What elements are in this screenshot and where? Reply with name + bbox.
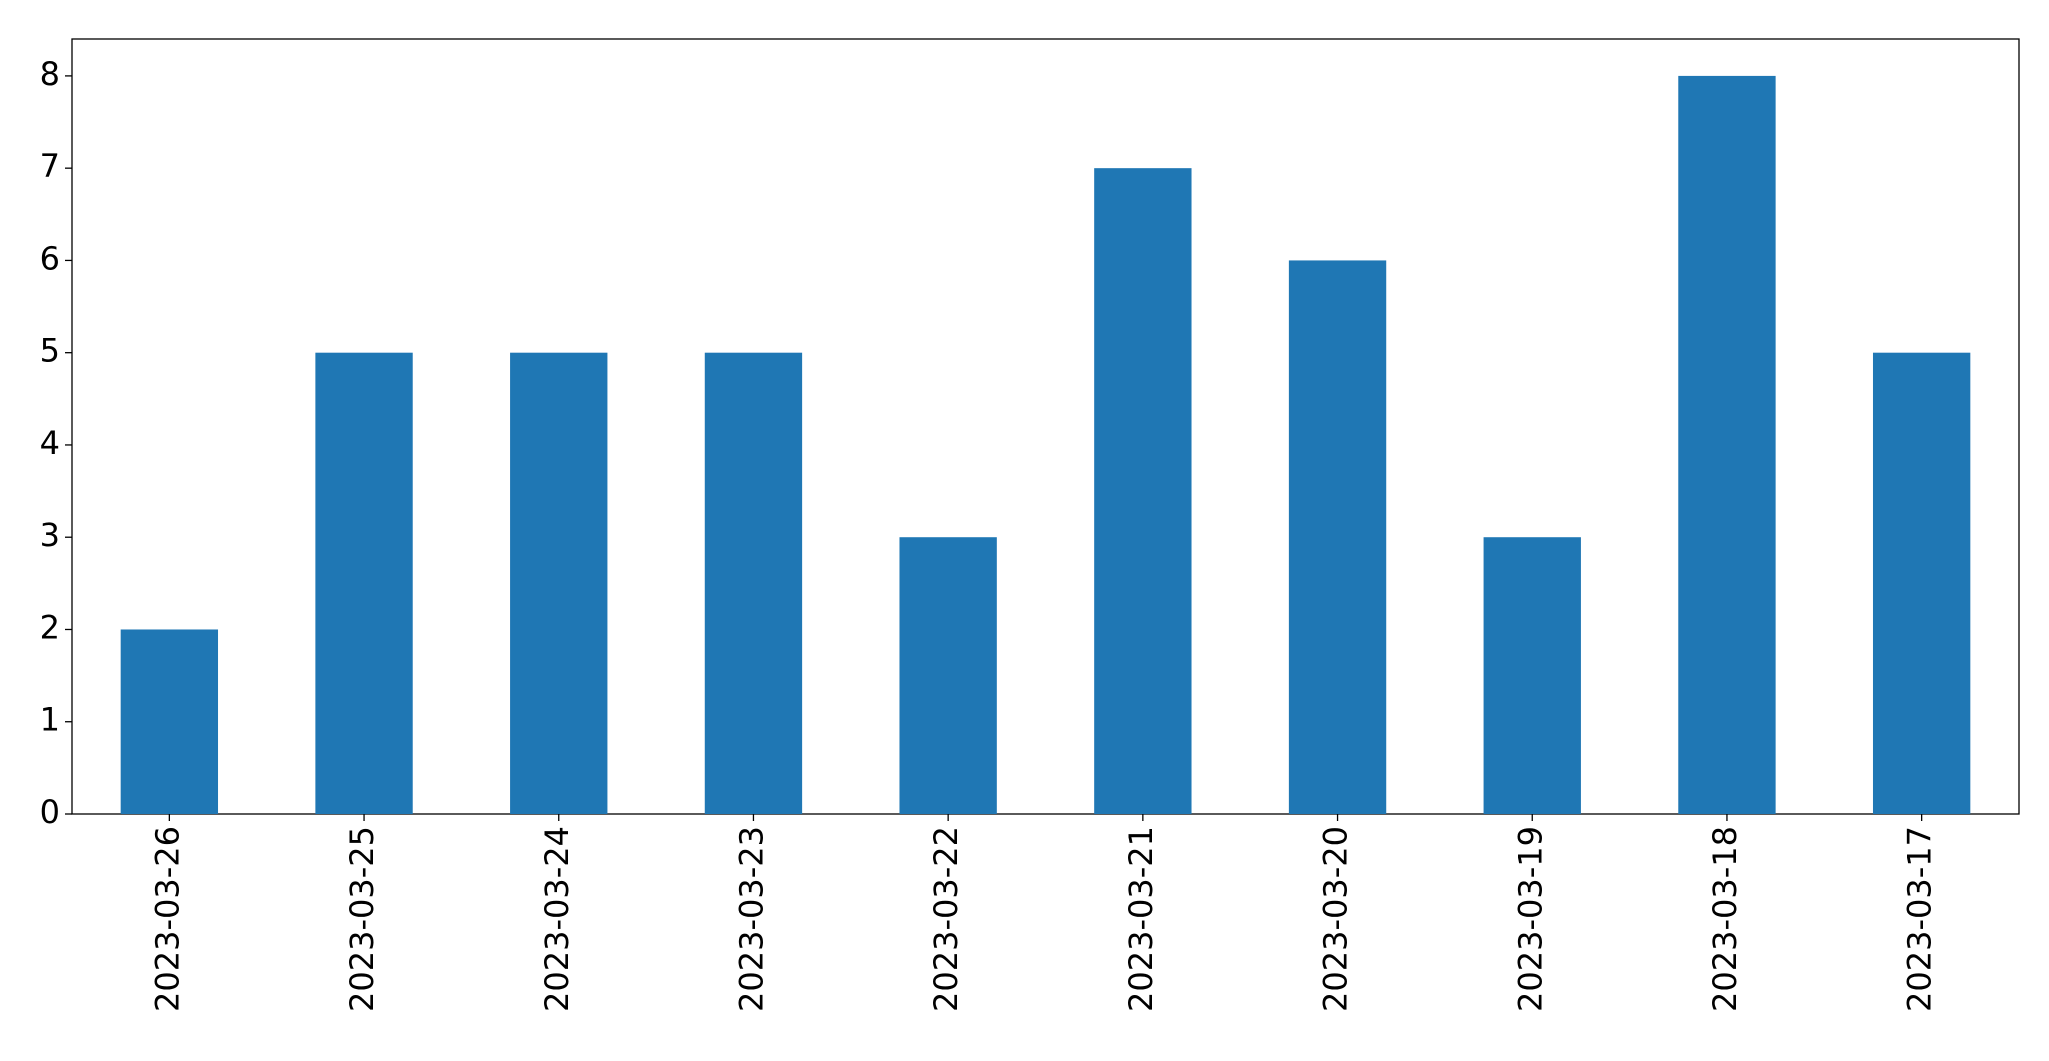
y-tick-label: 4 xyxy=(40,424,60,462)
bar xyxy=(1483,537,1581,814)
bar xyxy=(899,537,997,814)
x-tick-label: 2023-03-25 xyxy=(343,826,381,1012)
y-tick-label: 0 xyxy=(40,793,60,831)
bar xyxy=(1288,260,1387,814)
y-tick-label: 8 xyxy=(40,55,60,93)
x-tick-label: 2023-03-22 xyxy=(927,826,965,1012)
x-tick-label: 2023-03-24 xyxy=(538,826,576,1012)
bar xyxy=(315,352,413,814)
y-tick-label: 6 xyxy=(40,239,60,277)
y-tick-label: 3 xyxy=(40,516,60,554)
x-tick-label: 2023-03-21 xyxy=(1122,826,1160,1012)
y-tick-label: 5 xyxy=(40,332,60,370)
y-tick-label: 7 xyxy=(40,147,60,185)
bar xyxy=(1678,75,1776,814)
x-tick-label: 2023-03-17 xyxy=(1901,826,1939,1012)
bar xyxy=(1872,352,1971,814)
y-tick-label: 2 xyxy=(40,608,60,646)
x-tick-label: 2023-03-20 xyxy=(1317,826,1355,1012)
y-tick-label: 1 xyxy=(40,701,60,739)
x-tick-label: 2023-03-19 xyxy=(1511,826,1549,1012)
plot-frame xyxy=(71,38,2020,815)
x-tick-label: 2023-03-18 xyxy=(1706,826,1744,1012)
x-tick-label: 2023-03-26 xyxy=(148,826,186,1012)
bar xyxy=(120,629,219,814)
x-tick-label: 2023-03-23 xyxy=(732,826,770,1012)
bar xyxy=(1094,168,1192,814)
bar xyxy=(704,352,803,814)
bar xyxy=(510,352,608,814)
